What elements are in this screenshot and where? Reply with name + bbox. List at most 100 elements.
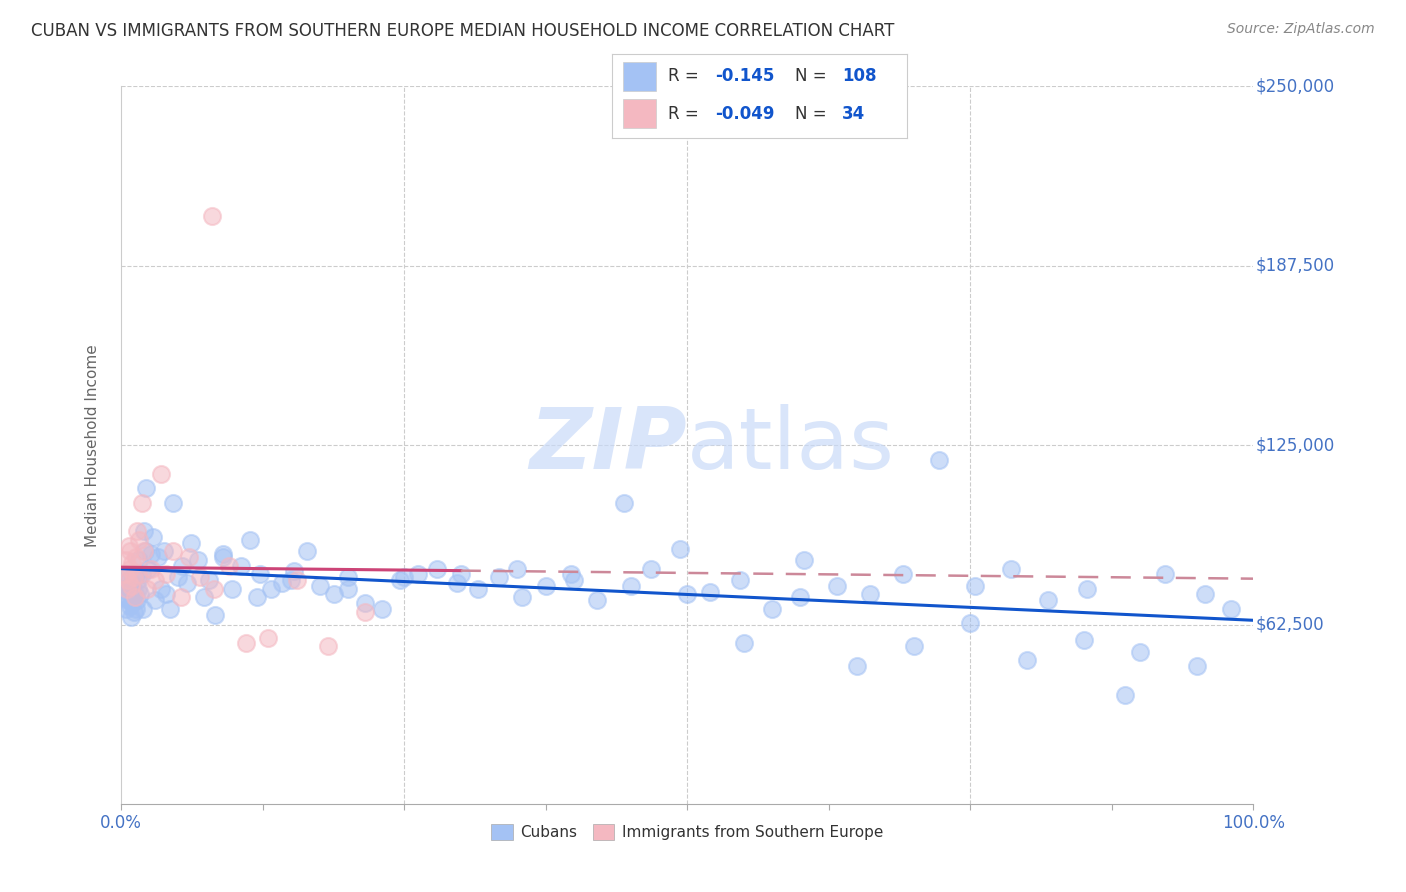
Point — [392, 570, 415, 584]
Point — [388, 573, 411, 587]
Point — [858, 587, 880, 601]
Point — [1015, 653, 1038, 667]
Point — [202, 582, 225, 596]
Point — [177, 550, 200, 565]
Point — [142, 530, 165, 544]
Point — [129, 587, 152, 601]
Point — [172, 558, 194, 573]
Point — [259, 582, 281, 596]
Point — [1076, 582, 1098, 596]
Point — [271, 576, 294, 591]
Point — [149, 582, 172, 596]
Point — [620, 579, 643, 593]
Point — [124, 587, 146, 601]
Text: 34: 34 — [842, 104, 865, 123]
Point — [187, 553, 209, 567]
Point — [134, 544, 156, 558]
Point — [257, 631, 280, 645]
Point — [510, 591, 533, 605]
FancyBboxPatch shape — [623, 99, 655, 128]
Point — [204, 607, 226, 622]
Point — [117, 593, 139, 607]
Point — [426, 561, 449, 575]
Point — [121, 556, 143, 570]
Point — [1154, 567, 1177, 582]
Point — [127, 573, 149, 587]
Point — [212, 550, 235, 565]
Point — [353, 596, 375, 610]
Point — [120, 579, 142, 593]
Point — [676, 587, 699, 601]
Point — [125, 550, 148, 565]
Point — [846, 659, 869, 673]
Text: R =: R = — [668, 68, 704, 86]
Point — [353, 605, 375, 619]
Point — [114, 591, 136, 605]
Point — [201, 209, 224, 223]
Point — [143, 593, 166, 607]
Point — [295, 544, 318, 558]
Point — [467, 582, 489, 596]
Point — [114, 553, 136, 567]
Point — [125, 593, 148, 607]
Point — [135, 481, 157, 495]
Point — [336, 570, 359, 584]
Point — [212, 547, 235, 561]
Point — [193, 591, 215, 605]
Point — [761, 602, 783, 616]
Point — [127, 582, 149, 596]
Point — [132, 544, 155, 558]
Point — [128, 533, 150, 547]
Text: N =: N = — [794, 104, 831, 123]
Point — [733, 636, 755, 650]
Point — [132, 524, 155, 539]
Point — [198, 573, 221, 587]
Text: $250,000: $250,000 — [1256, 78, 1334, 95]
Point — [128, 553, 150, 567]
Point — [190, 570, 212, 584]
Text: $125,000: $125,000 — [1256, 436, 1334, 454]
Point — [370, 602, 392, 616]
Point — [125, 602, 148, 616]
Point — [309, 579, 332, 593]
Point — [120, 561, 142, 575]
Point — [122, 605, 145, 619]
Point — [122, 570, 145, 584]
Point — [118, 573, 141, 587]
Point — [585, 593, 607, 607]
Point — [336, 582, 359, 596]
Point — [959, 616, 981, 631]
Point — [114, 567, 136, 582]
Point — [121, 576, 143, 591]
Text: -0.145: -0.145 — [716, 68, 775, 86]
Point — [318, 639, 340, 653]
Text: $62,500: $62,500 — [1256, 615, 1324, 633]
Point — [115, 582, 138, 596]
Point — [149, 467, 172, 481]
Point — [1185, 659, 1208, 673]
Point — [640, 561, 662, 575]
Text: -0.049: -0.049 — [716, 104, 775, 123]
Point — [131, 567, 153, 582]
Point — [139, 547, 162, 561]
Point — [124, 591, 146, 605]
Point — [131, 495, 153, 509]
Point — [928, 452, 950, 467]
Point — [1038, 593, 1060, 607]
FancyBboxPatch shape — [623, 62, 655, 91]
Point — [136, 582, 159, 596]
Text: R =: R = — [668, 104, 704, 123]
Point — [155, 587, 177, 601]
Point — [1219, 602, 1241, 616]
Point — [450, 567, 472, 582]
Point — [162, 544, 184, 558]
Point — [218, 558, 240, 573]
Point — [118, 539, 141, 553]
Point — [789, 591, 811, 605]
Point — [562, 573, 585, 587]
Point — [121, 596, 143, 610]
Point — [1114, 688, 1136, 702]
Point — [669, 541, 692, 556]
Point — [534, 579, 557, 593]
Point — [246, 591, 269, 605]
